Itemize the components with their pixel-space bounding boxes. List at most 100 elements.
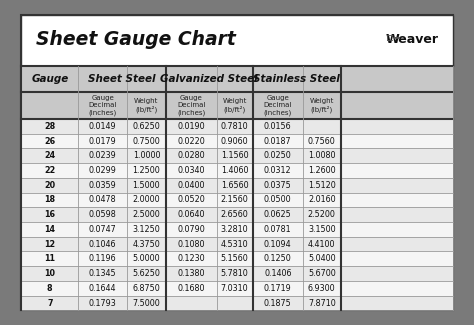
Text: Sheet Gauge Chart: Sheet Gauge Chart (36, 30, 236, 49)
Text: 0.0156: 0.0156 (264, 122, 292, 131)
Text: Gauge
Decimal
(inches): Gauge Decimal (inches) (177, 95, 205, 116)
Bar (21, 266, 453, 281)
Text: 7.8710: 7.8710 (308, 299, 336, 307)
Text: 5.6250: 5.6250 (132, 269, 160, 278)
Text: 0.1680: 0.1680 (178, 284, 205, 293)
Text: 22: 22 (44, 166, 55, 175)
Text: 6.8750: 6.8750 (133, 284, 160, 293)
Text: 5.0400: 5.0400 (308, 254, 336, 263)
Bar (21, 163, 453, 178)
Text: 0.1793: 0.1793 (89, 299, 117, 307)
Text: 0.0179: 0.0179 (89, 136, 117, 146)
Text: 3.1250: 3.1250 (133, 225, 160, 234)
Text: 0.1230: 0.1230 (177, 254, 205, 263)
Bar (21, 178, 453, 193)
Text: 0.6250: 0.6250 (133, 122, 160, 131)
Text: 0.0500: 0.0500 (264, 195, 292, 204)
Text: 2.5000: 2.5000 (133, 210, 160, 219)
Text: 0.0340: 0.0340 (178, 166, 205, 175)
Bar (21, 222, 453, 237)
Text: 8: 8 (47, 284, 53, 293)
Text: Galvanized Steel: Galvanized Steel (160, 74, 258, 84)
Bar (21, 149, 453, 163)
Text: 0.1094: 0.1094 (264, 240, 292, 249)
Text: 0.1719: 0.1719 (264, 284, 292, 293)
Text: Weight
(lb/ft²): Weight (lb/ft²) (310, 98, 334, 113)
Text: 16: 16 (44, 210, 55, 219)
Text: 1.0000: 1.0000 (133, 151, 160, 160)
Text: Weight
(lb/ft²): Weight (lb/ft²) (134, 98, 159, 113)
Text: 0.0239: 0.0239 (89, 151, 117, 160)
Text: Weaver: Weaver (385, 33, 438, 46)
Text: 0.0375: 0.0375 (264, 181, 292, 190)
Text: 0.1345: 0.1345 (89, 269, 117, 278)
Text: 0.0598: 0.0598 (89, 210, 117, 219)
Text: 1.5000: 1.5000 (133, 181, 160, 190)
Text: 5.7810: 5.7810 (221, 269, 248, 278)
Text: 0.0520: 0.0520 (177, 195, 205, 204)
Text: 4.4100: 4.4100 (308, 240, 336, 249)
Text: 0.1380: 0.1380 (178, 269, 205, 278)
Text: 0.0190: 0.0190 (177, 122, 205, 131)
Text: 7.0310: 7.0310 (221, 284, 248, 293)
Text: 0.0790: 0.0790 (177, 225, 205, 234)
Text: 0.1406: 0.1406 (264, 269, 292, 278)
Text: 0.1196: 0.1196 (89, 254, 117, 263)
Text: 0.0359: 0.0359 (89, 181, 117, 190)
Bar (21, 193, 453, 207)
Text: 12: 12 (44, 240, 55, 249)
Text: 1.4060: 1.4060 (221, 166, 248, 175)
Text: 14: 14 (44, 225, 55, 234)
Text: 1.6560: 1.6560 (221, 181, 248, 190)
Text: Sheet Steel: Sheet Steel (88, 74, 156, 84)
Text: Stainless Steel: Stainless Steel (253, 74, 340, 84)
Bar (21, 93, 453, 119)
Text: 2.5200: 2.5200 (308, 210, 336, 219)
Text: 0.1046: 0.1046 (89, 240, 117, 249)
Text: 2.0160: 2.0160 (308, 195, 336, 204)
Text: 0.0640: 0.0640 (178, 210, 205, 219)
Text: 0.0312: 0.0312 (264, 166, 292, 175)
Bar (21, 281, 453, 296)
Text: 24: 24 (44, 151, 55, 160)
Text: Gauge: Gauge (31, 74, 68, 84)
Bar (21, 296, 453, 310)
Text: 20: 20 (44, 181, 55, 190)
Bar (21, 252, 453, 266)
Text: 0.0299: 0.0299 (89, 166, 117, 175)
Text: 0.0250: 0.0250 (264, 151, 292, 160)
Text: 0.1080: 0.1080 (178, 240, 205, 249)
Text: 6.9300: 6.9300 (308, 284, 336, 293)
Text: 4.3750: 4.3750 (133, 240, 160, 249)
Text: 0.1250: 0.1250 (264, 254, 292, 263)
Bar (21, 15, 453, 66)
Bar (21, 134, 453, 149)
Text: ⊏━: ⊏━ (386, 33, 401, 43)
Text: 0.0187: 0.0187 (264, 136, 292, 146)
Text: 0.0625: 0.0625 (264, 210, 292, 219)
Bar (21, 119, 453, 134)
Text: 3.1500: 3.1500 (308, 225, 336, 234)
Text: 0.0280: 0.0280 (177, 151, 205, 160)
Text: 5.6700: 5.6700 (308, 269, 336, 278)
Text: 2.0000: 2.0000 (133, 195, 160, 204)
Text: 0.1644: 0.1644 (89, 284, 117, 293)
Text: 0.0149: 0.0149 (89, 122, 117, 131)
Text: 2.6560: 2.6560 (221, 210, 248, 219)
Text: 0.7810: 0.7810 (221, 122, 248, 131)
Text: Gauge
Decimal
(inches): Gauge Decimal (inches) (89, 95, 117, 116)
Text: 26: 26 (44, 136, 55, 146)
Text: 0.0781: 0.0781 (264, 225, 292, 234)
Text: 0.0747: 0.0747 (89, 225, 117, 234)
Text: 3.2810: 3.2810 (221, 225, 248, 234)
Text: 1.2500: 1.2500 (133, 166, 160, 175)
Text: 1.0080: 1.0080 (308, 151, 336, 160)
Text: 11: 11 (44, 254, 55, 263)
Text: 18: 18 (44, 195, 55, 204)
Text: 10: 10 (44, 269, 55, 278)
Text: 0.7560: 0.7560 (308, 136, 336, 146)
Text: 7: 7 (47, 299, 53, 307)
Text: 5.1560: 5.1560 (221, 254, 248, 263)
Bar (21, 66, 453, 93)
Text: 0.0220: 0.0220 (177, 136, 205, 146)
